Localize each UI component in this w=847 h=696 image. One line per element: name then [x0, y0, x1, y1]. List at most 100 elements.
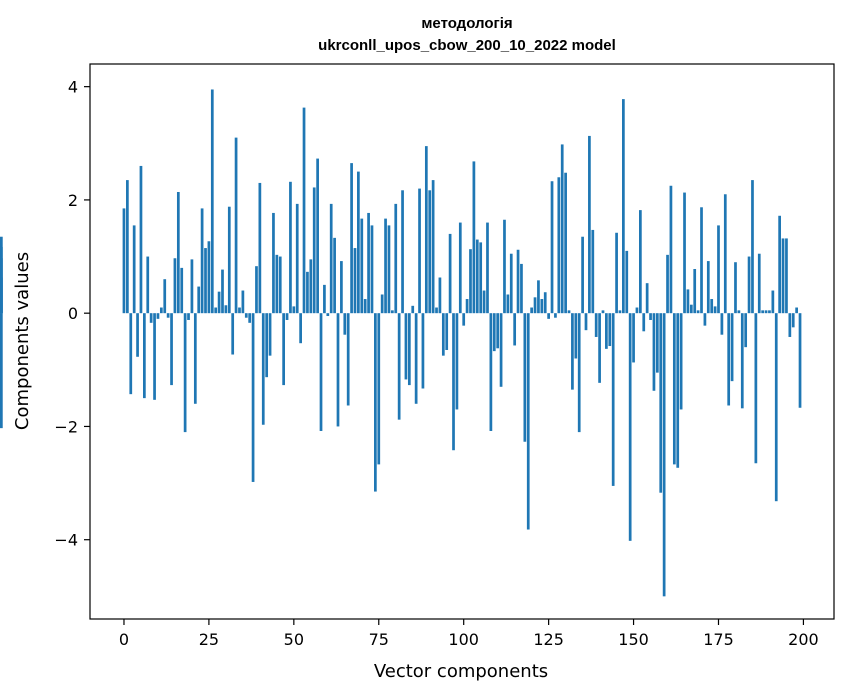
bar-68 — [353, 248, 357, 314]
bar-9 — [153, 313, 156, 400]
bar-127 — [554, 313, 557, 318]
bar-96 — [448, 233, 452, 314]
bar-181 — [737, 310, 741, 314]
bar-184 — [747, 256, 751, 314]
bar-148 — [625, 250, 629, 314]
bar-170 — [700, 207, 703, 314]
y-tick-label--4: −4 — [54, 531, 78, 550]
bar-71 — [363, 299, 367, 314]
x-axis: 0 25 50 75 100 125 150 175 200 — [119, 619, 819, 649]
bar-183 — [744, 313, 748, 348]
bar-156 — [652, 313, 656, 391]
bar-5 — [139, 165, 143, 314]
bar-113 — [506, 294, 510, 314]
bar-19 — [187, 313, 190, 320]
bar-122 — [537, 280, 540, 314]
bar-198 — [795, 307, 798, 314]
bar-163 — [676, 313, 680, 468]
bar-164 — [679, 313, 683, 410]
bar-119 — [526, 313, 530, 530]
bar-112 — [503, 219, 506, 314]
bar-100 — [462, 313, 466, 326]
bar-undefined — [0, 246, 3, 314]
bar-60 — [326, 313, 330, 317]
bar-10 — [156, 313, 160, 319]
bar-150 — [632, 313, 635, 363]
bar-99 — [458, 222, 462, 314]
bar-140 — [598, 313, 601, 383]
bar-8 — [149, 313, 153, 323]
bar-45 — [275, 254, 279, 314]
bar-73 — [370, 225, 374, 314]
bar-143 — [608, 313, 612, 347]
bar-166 — [686, 289, 690, 314]
bar-50 — [292, 306, 296, 314]
bar-42 — [265, 313, 269, 378]
bar-65 — [343, 313, 347, 335]
bar-51 — [295, 203, 299, 314]
bar-34 — [238, 307, 241, 314]
bar-31 — [227, 206, 231, 314]
bar-196 — [788, 313, 792, 337]
bar-109 — [492, 313, 496, 352]
bar-20 — [190, 259, 194, 314]
bar-172 — [706, 261, 710, 314]
bar-152 — [639, 210, 642, 314]
bar-0 — [122, 208, 126, 314]
bar-182 — [740, 313, 744, 409]
bar-137 — [588, 135, 591, 314]
bars — [0, 89, 802, 597]
y-tick-label-2: 2 — [68, 191, 78, 210]
bar-81 — [397, 313, 401, 420]
bar-104 — [475, 239, 479, 314]
bar-3 — [132, 225, 136, 314]
bar-52 — [299, 313, 302, 344]
bar-37 — [248, 313, 252, 323]
bar-194 — [781, 238, 785, 314]
bar-87 — [418, 188, 421, 314]
bar-22 — [197, 286, 201, 314]
x-axis-label: Vector components — [374, 661, 548, 682]
bar-120 — [530, 307, 533, 314]
bar-146 — [618, 310, 622, 314]
bar-118 — [523, 313, 527, 442]
bar-134 — [577, 313, 581, 433]
bar-179 — [730, 313, 734, 382]
bar-161 — [669, 185, 673, 314]
bar-167 — [689, 304, 693, 314]
bar-47 — [282, 313, 285, 386]
bar-56 — [312, 187, 316, 314]
bar-67 — [350, 163, 353, 314]
bar-38 — [251, 313, 255, 482]
bar-149 — [628, 313, 632, 541]
bar-64 — [340, 261, 343, 314]
bar-123 — [540, 299, 544, 314]
bar-11 — [159, 307, 163, 314]
y-axis: 4 2 0 −2 −4 — [54, 78, 90, 550]
bar-94 — [441, 313, 445, 356]
bar-36 — [244, 313, 248, 318]
bar-197 — [791, 313, 795, 328]
bar-91 — [431, 180, 435, 314]
bar-25 — [207, 241, 211, 314]
bar-86 — [414, 313, 418, 404]
bar-124 — [543, 292, 547, 314]
bar-190 — [768, 310, 771, 314]
bar-26 — [210, 89, 214, 314]
bar-126 — [550, 181, 554, 314]
bar-62 — [333, 237, 336, 314]
bar-15 — [173, 258, 177, 314]
bar-144 — [611, 313, 615, 486]
bar-178 — [727, 313, 731, 406]
bar-136 — [584, 313, 588, 331]
bar-76 — [380, 294, 384, 314]
bar-173 — [710, 299, 714, 314]
bar-41 — [261, 313, 265, 425]
x-tick-label-125: 125 — [533, 630, 564, 649]
bar-85 — [411, 305, 415, 314]
bar-116 — [516, 249, 520, 314]
bar-44 — [272, 212, 275, 314]
bar-180 — [734, 262, 737, 314]
bar-88 — [421, 313, 425, 389]
